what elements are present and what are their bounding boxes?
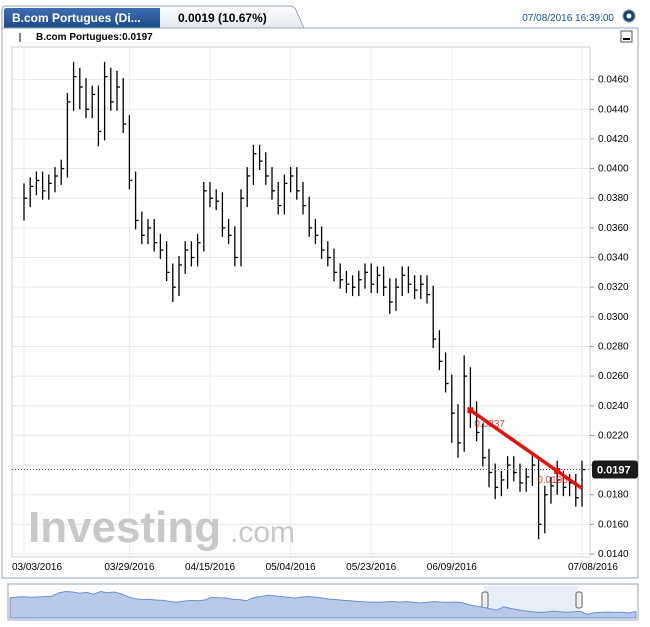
y-tick-label: 0.0160 bbox=[598, 519, 629, 530]
settings-icon bbox=[626, 13, 632, 19]
trendline-marker bbox=[467, 407, 474, 414]
y-tick-label: 0.0140 bbox=[598, 549, 629, 560]
y-tick-label: 0.0360 bbox=[598, 223, 629, 234]
title-tab[interactable] bbox=[4, 8, 160, 28]
x-tick-label: 03/03/2016 bbox=[12, 562, 62, 573]
legend-label: B.com Portugues:0.0197 bbox=[36, 32, 153, 43]
x-tick-label: 07/08/2016 bbox=[568, 562, 618, 573]
last-price-label: 0.0197 bbox=[597, 465, 631, 477]
price-change: 0.0019 (10.67%) bbox=[178, 11, 267, 25]
x-tick-label: 05/23/2016 bbox=[346, 562, 396, 573]
y-tick-label: 0.0460 bbox=[598, 75, 629, 86]
minimize-button[interactable] bbox=[620, 30, 633, 43]
x-tick-label: 06/09/2016 bbox=[427, 562, 477, 573]
trendline bbox=[469, 408, 584, 490]
navigator-handle[interactable] bbox=[481, 591, 489, 609]
y-tick-label: 0.0320 bbox=[598, 282, 629, 293]
y-tick-label: 0.0420 bbox=[598, 134, 629, 145]
y-tick-label: 0.0180 bbox=[598, 490, 629, 501]
y-tick-label: 0.0300 bbox=[598, 312, 629, 323]
y-tick-label: 0.0400 bbox=[598, 164, 629, 175]
chart-panel bbox=[1, 27, 639, 579]
navigator-area bbox=[9, 590, 637, 619]
x-tick-label: 05/04/2016 bbox=[266, 562, 316, 573]
plot-area bbox=[11, 46, 591, 558]
y-tick-label: 0.0240 bbox=[598, 401, 629, 412]
watermark-suffix: .com bbox=[230, 516, 295, 549]
timestamp: 07/08/2016 16:39:00 bbox=[522, 13, 614, 24]
trendline-label: 0.0196 bbox=[537, 475, 568, 486]
last-price-box bbox=[592, 460, 638, 479]
y-tick-label: 0.0340 bbox=[598, 253, 629, 264]
trendline-label: 0.0237 bbox=[474, 419, 505, 430]
y-tick-label: 0.0220 bbox=[598, 430, 629, 441]
y-tick-label: 0.0440 bbox=[598, 104, 629, 115]
instrument-title: B.com Portugues (Di... bbox=[12, 11, 141, 25]
y-tick-label: 0.0380 bbox=[598, 193, 629, 204]
y-tick-label: 0.0260 bbox=[598, 371, 629, 382]
y-tick-label: 0.0280 bbox=[598, 341, 629, 352]
x-tick-label: 04/15/2016 bbox=[185, 562, 235, 573]
watermark: Investing bbox=[28, 503, 221, 552]
x-tick-label: 03/29/2016 bbox=[104, 562, 154, 573]
trendline-marker bbox=[554, 468, 561, 475]
navigator-handle[interactable] bbox=[575, 591, 583, 609]
